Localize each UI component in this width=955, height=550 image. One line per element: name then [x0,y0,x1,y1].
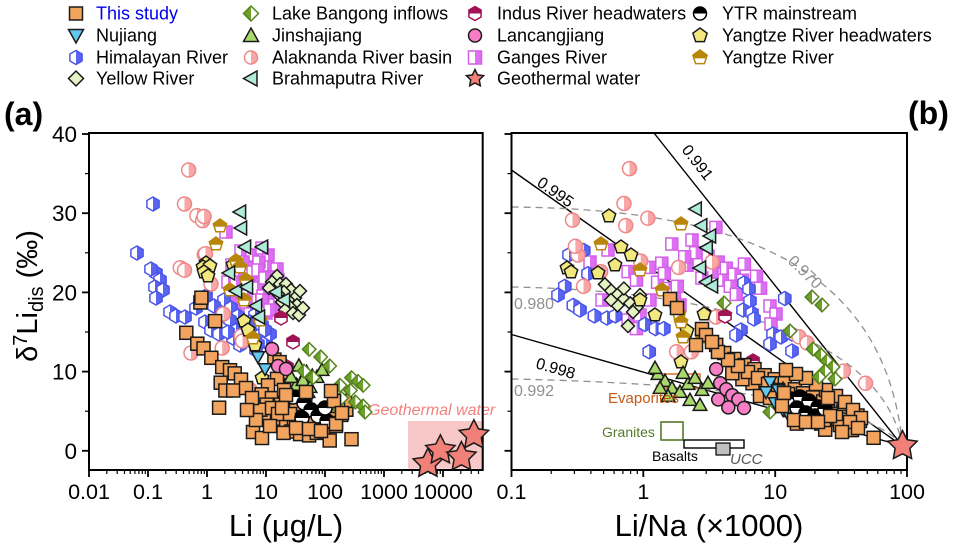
svg-text:UCC: UCC [730,451,763,468]
svg-text:Alaknanda River basin: Alaknanda River basin [272,48,452,68]
svg-text:Ganges River: Ganges River [497,48,607,68]
svg-text:YTR mainstream: YTR mainstream [722,4,857,24]
svg-text:0.992: 0.992 [514,383,554,400]
svg-text:10: 10 [52,360,77,385]
svg-text:1000: 1000 [360,480,408,504]
svg-text:10: 10 [254,480,278,504]
svg-text:Jinshajiang: Jinshajiang [272,26,362,46]
svg-text:0.1: 0.1 [133,480,163,504]
svg-text:Brahmaputra River: Brahmaputra River [272,69,423,89]
svg-text:Li (μg/L): Li (μg/L) [229,508,343,543]
svg-text:100: 100 [307,480,343,504]
svg-text:0.01: 0.01 [68,480,110,504]
svg-text:Granites: Granites [602,424,655,440]
svg-text:30: 30 [52,201,77,226]
svg-text:1: 1 [201,480,213,504]
svg-text:Basalts: Basalts [652,448,698,464]
svg-text:0: 0 [64,439,77,464]
svg-text:100: 100 [889,480,925,504]
svg-text:1: 1 [637,480,649,504]
svg-text:Geothermal water: Geothermal water [368,402,496,419]
svg-text:10000: 10000 [413,480,473,504]
svg-text:Lake Bangong inflows: Lake Bangong inflows [272,4,448,24]
svg-text:Yangtze River: Yangtze River [722,48,834,68]
svg-text:(a): (a) [4,96,43,132]
svg-text:(b): (b) [908,95,949,131]
svg-text:Nujiang: Nujiang [96,26,157,46]
svg-text:This study: This study [96,4,178,24]
svg-text:Geothermal water: Geothermal water [497,69,640,89]
svg-text:Evaporites: Evaporites [608,390,679,407]
svg-text:40: 40 [52,122,77,147]
svg-text:Himalayan River: Himalayan River [96,48,228,68]
svg-text:20: 20 [52,280,77,305]
svg-text:Yellow River: Yellow River [96,69,194,89]
svg-text:10: 10 [763,480,787,504]
svg-text:Indus River headwaters: Indus River headwaters [497,4,686,24]
svg-text:Lancangjiang: Lancangjiang [497,26,604,46]
svg-text:0.1: 0.1 [497,480,527,504]
svg-text:0.980: 0.980 [514,296,554,313]
svg-text:Li/Na (×1000): Li/Na (×1000) [615,508,804,543]
svg-text:Yangtze River headwaters: Yangtze River headwaters [722,26,932,46]
